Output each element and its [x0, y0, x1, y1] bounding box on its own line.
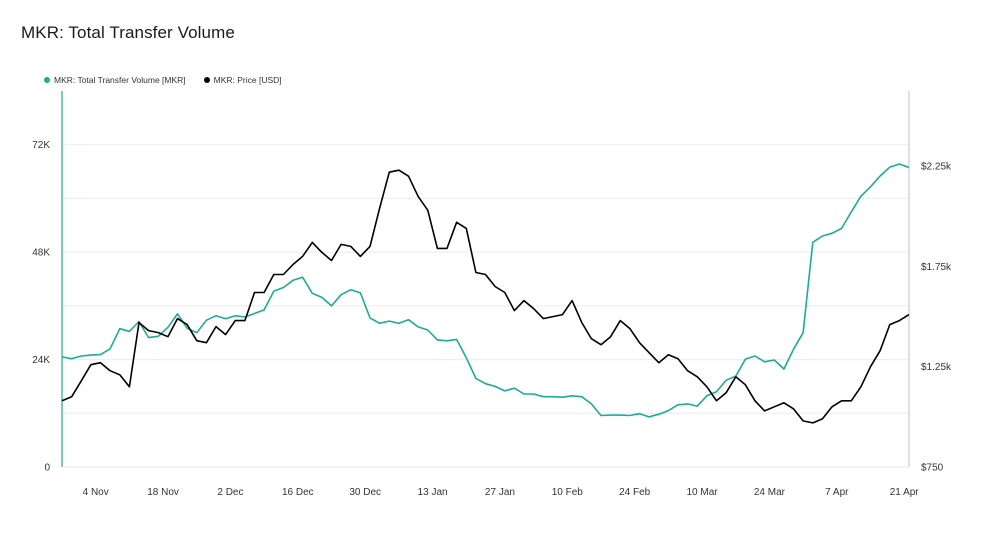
x-tick-label-6: 27 Jan: [485, 487, 515, 498]
legend-volume-dot: [44, 77, 50, 83]
x-tick-label-0: 4 Nov: [83, 487, 109, 498]
x-tick-label-10: 24 Mar: [754, 487, 786, 498]
series-line-volume: [61, 163, 910, 418]
y-left-tick-label-2: 48K: [32, 248, 50, 259]
x-tick-label-3: 16 Dec: [282, 487, 314, 498]
x-tick-label-4: 30 Dec: [349, 487, 381, 498]
series-line-price: [61, 169, 910, 424]
y-right-tick-label-1: $1.25k: [921, 362, 952, 373]
y-left-tick-label-1: 24K: [32, 355, 50, 366]
legend: MKR: Total Transfer Volume [MKR] MKR: Pr…: [44, 75, 282, 85]
legend-volume-label: MKR: Total Transfer Volume [MKR]: [54, 75, 186, 85]
legend-item-volume[interactable]: MKR: Total Transfer Volume [MKR]: [44, 75, 186, 85]
legend-price-dot: [203, 77, 210, 83]
chart-title: MKR: Total Transfer Volume: [21, 23, 235, 42]
legend-price-label: MKR: Price [USD]: [213, 75, 282, 85]
x-tick-label-7: 10 Feb: [552, 487, 584, 498]
x-tick-label-1: 18 Nov: [147, 487, 179, 498]
y-right-tick-label-3: $2.25k: [921, 162, 952, 173]
x-tick-label-12: 21 Apr: [890, 487, 920, 498]
x-tick-label-2: 2 Dec: [217, 487, 243, 498]
y-left-tick-label-0: 0: [44, 463, 50, 474]
x-tick-label-8: 24 Feb: [619, 487, 651, 498]
legend-item-price[interactable]: MKR: Price [USD]: [203, 75, 282, 85]
x-tick-label-9: 10 Mar: [687, 487, 719, 498]
x-tick-label-5: 13 Jan: [418, 487, 448, 498]
y-right-tick-label-2: $1.75k: [921, 262, 952, 273]
y-left-tick-label-3: 72K: [32, 140, 50, 151]
y-right-tick-label-0: $750: [921, 463, 944, 474]
x-tick-label-11: 7 Apr: [825, 487, 849, 498]
